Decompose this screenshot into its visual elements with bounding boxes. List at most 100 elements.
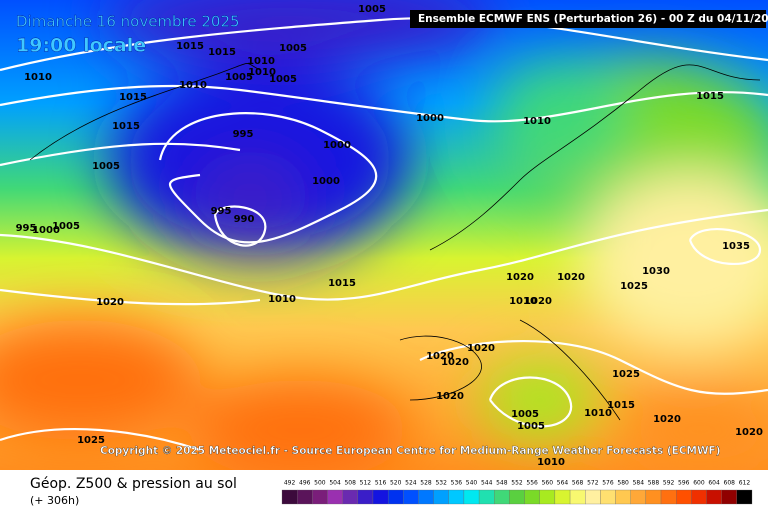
isobars xyxy=(0,16,768,452)
colorbar-swatch xyxy=(736,489,753,505)
colorbar-label: 512 xyxy=(360,480,372,487)
colorbar-label: 608 xyxy=(724,480,736,487)
isobar-label: 1015 xyxy=(176,41,204,52)
colorbar-label: 600 xyxy=(693,480,705,487)
isobar-label: 1005 xyxy=(511,409,539,420)
isobar-label: 1000 xyxy=(416,113,444,124)
isobar-label: 1020 xyxy=(506,272,534,283)
isobar-label: 1025 xyxy=(620,281,648,292)
colorbar-label: 496 xyxy=(299,480,311,487)
colorbar-swatch xyxy=(630,489,647,505)
colorbar-label: 532 xyxy=(435,480,447,487)
colorbar-label: 516 xyxy=(375,480,387,487)
colorbar-swatch xyxy=(554,489,571,505)
colorbar-swatch xyxy=(297,489,313,505)
isobar-label: 1005 xyxy=(52,221,80,232)
colorbar-label: 536 xyxy=(451,480,463,487)
colorbar-label: 528 xyxy=(420,480,432,487)
isobar-label: 995 xyxy=(16,223,37,234)
isobar-label: 1025 xyxy=(77,435,105,446)
colorbar-swatch xyxy=(357,489,374,505)
isobar-label: 1020 xyxy=(557,272,585,283)
colorbar-label: 596 xyxy=(678,480,690,487)
isobar-label: 1015 xyxy=(119,92,147,103)
coastlines xyxy=(29,63,761,421)
isobar-label: 1015 xyxy=(328,278,356,289)
colorbar-swatch xyxy=(615,489,631,505)
isobar-label: 1020 xyxy=(441,357,469,368)
colorbar-swatch xyxy=(463,489,480,505)
isobar-label: 1015 xyxy=(696,91,724,102)
colorbar-label: 604 xyxy=(708,480,720,487)
colorbar-swatch xyxy=(494,489,510,505)
colorbar-label: 612 xyxy=(739,480,751,487)
isobar-label: 1010 xyxy=(584,408,612,419)
isobar-label: 1010 xyxy=(523,116,551,127)
isobar-label: 1010 xyxy=(24,72,52,83)
field xyxy=(0,0,768,480)
colorbar-label: 492 xyxy=(284,480,296,487)
colorbar-swatch xyxy=(372,489,389,505)
colorbar-swatch xyxy=(600,489,616,505)
model-info: Ensemble ECMWF ENS (Perturbation 26) - 0… xyxy=(418,13,768,25)
isobar-label: 990 xyxy=(234,214,255,225)
model-banner xyxy=(410,10,766,28)
colorbar: 492 496 500 504 508 512 516 520 524 528 532 536 540 5… xyxy=(281,480,753,505)
isobar-label: 1020 xyxy=(467,343,495,354)
colorbar-label: 508 xyxy=(344,480,356,487)
colorbar-swatch xyxy=(721,489,737,505)
colorbar-label: 560 xyxy=(542,480,554,487)
isobar-label: 1000 xyxy=(323,140,351,151)
colorbar-swatch xyxy=(645,489,662,505)
colorbar-label: 548 xyxy=(496,480,508,487)
isobar-label: 1020 xyxy=(96,297,124,308)
isobar-label: 1010 xyxy=(248,67,276,78)
colorbar-swatch xyxy=(433,489,449,505)
colorbar-swatch xyxy=(312,489,328,505)
colorbar-label: 580 xyxy=(617,480,629,487)
colorbar-label: 572 xyxy=(587,480,599,487)
colorbar-label: 592 xyxy=(663,480,675,487)
isobar-label: 1015 xyxy=(208,47,236,58)
colorbar-label: 500 xyxy=(314,480,326,487)
colorbar-swatch xyxy=(387,489,404,505)
colorbar-label: 524 xyxy=(405,480,417,487)
colorbar-label: 568 xyxy=(572,480,584,487)
isobar-label: 1025 xyxy=(612,369,640,380)
colorbar-label: 576 xyxy=(602,480,614,487)
isobar-label: 995 xyxy=(211,206,232,217)
colorbar-swatch xyxy=(448,489,465,505)
isobar-label: 1005 xyxy=(92,161,120,172)
isobar-label: 1005 xyxy=(358,4,386,15)
colorbar-swatch xyxy=(676,489,692,505)
isobar-label: 1015 xyxy=(112,121,140,132)
colorbar-swatch xyxy=(281,489,298,505)
colorbar-swatch xyxy=(478,489,495,505)
footer-title: Géop. Z500 & pression au sol xyxy=(30,476,237,492)
colorbar-swatch xyxy=(509,489,525,505)
colorbar-label: 552 xyxy=(511,480,523,487)
colorbar-swatch xyxy=(691,489,707,505)
isobar-label: 1010 xyxy=(268,294,296,305)
colorbar-label: 504 xyxy=(329,480,341,487)
colorbar-label: 588 xyxy=(648,480,660,487)
colorbar-swatch xyxy=(418,489,434,505)
isobar-label: 1020 xyxy=(524,296,552,307)
lead-time: (+ 306h) xyxy=(30,494,79,507)
colorbar-label: 584 xyxy=(633,480,645,487)
isobar-label: 1000 xyxy=(312,176,340,187)
isobar-label: 1020 xyxy=(436,391,464,402)
isobar-label: 995 xyxy=(233,129,254,140)
isobar-label: 1015 xyxy=(607,400,635,411)
isobar-label: 1010 xyxy=(509,296,537,307)
isobar-label: 1005 xyxy=(517,421,545,432)
colorbar-label: 564 xyxy=(557,480,569,487)
date: Dimanche 16 novembre 2025 xyxy=(16,13,240,31)
isobar-label: 1005 xyxy=(279,43,307,54)
colorbar-swatch xyxy=(403,489,419,505)
isobar-label: 1000 xyxy=(32,225,60,236)
isobar-label: 1020 xyxy=(653,414,681,425)
isobar-label: 1010 xyxy=(179,80,207,91)
